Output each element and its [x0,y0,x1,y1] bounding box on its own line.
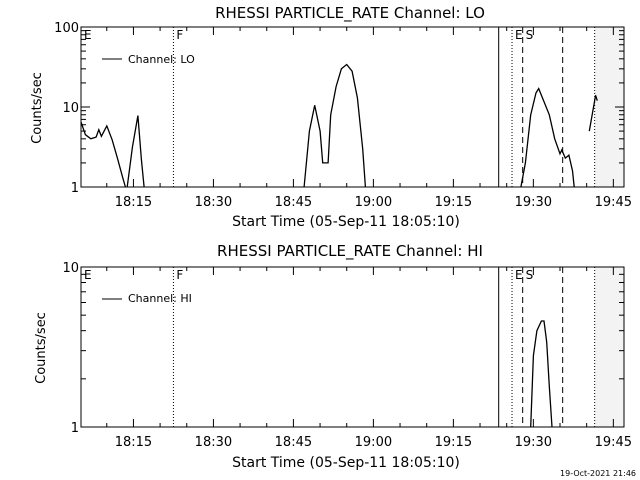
marker-label-hi: F [176,268,183,282]
series-line-lo [520,87,575,188]
legend-label-lo: Channel: LO [128,53,195,66]
panel-hi: RHESSI PARTICLE_RATE Channel: HI Start T… [34,242,632,471]
x-tick-label-hi: 19:15 [435,435,472,450]
series-line-lo [80,121,127,188]
x-tick-label-lo: 19:00 [355,195,392,210]
series-line-hi [530,320,553,428]
x-tick-label-hi: 18:45 [275,435,312,450]
x-tick-label-lo: 18:30 [195,195,232,210]
x-tick-label-lo: 19:30 [515,195,552,210]
x-tick-label-hi: 18:30 [195,435,232,450]
x-axis-label-hi: Start Time (05-Sep-11 18:05:10) [232,455,460,471]
y-axis-label-lo: Counts/sec [30,72,45,144]
x-tick-label-lo: 18:15 [115,195,152,210]
x-tick-label-hi: 19:00 [355,435,392,450]
x-axis-label-lo: Start Time (05-Sep-11 18:05:10) [232,214,460,230]
marker-label-lo: S [526,28,534,42]
x-tick-label-lo: 18:45 [275,195,312,210]
marker-label-lo: F [176,28,183,42]
x-tick-label-hi: 19:30 [515,435,552,450]
chart-title-hi: RHESSI PARTICLE_RATE Channel: HI [217,242,483,261]
plot-frame-lo [80,26,625,188]
marker-label-hi: E [84,268,92,282]
marker-label-hi: E [515,268,523,282]
shaded-interval-hi [594,267,624,427]
x-tick-label-lo: 19:15 [435,195,472,210]
y-tick-label-hi: 1 [71,421,79,436]
y-tick-label-hi: 10 [62,261,79,276]
plot-frame-hi [80,266,625,428]
x-tick-label-hi: 19:45 [595,435,632,450]
marker-label-lo: E [84,28,92,42]
marker-label-lo: E [515,28,523,42]
x-tick-label-lo: 19:45 [595,195,632,210]
y-tick-label-lo: 10 [62,101,79,116]
legend-label-hi: Channel: HI [128,292,192,305]
series-line-lo [303,63,367,188]
panel-lo: RHESSI PARTICLE_RATE Channel: LO Start T… [30,4,632,230]
marker-label-hi: S [526,268,534,282]
chart-title-lo: RHESSI PARTICLE_RATE Channel: LO [215,4,485,23]
footer-timestamp: 19-Oct-2021 21:46 [560,469,636,478]
y-axis-label-hi: Counts/sec [34,312,49,384]
y-tick-label-lo: 100 [54,21,79,36]
y-tick-label-lo: 1 [71,181,79,196]
series-line-lo [126,115,145,188]
x-tick-label-hi: 18:15 [115,435,152,450]
series-line-lo [588,95,598,132]
